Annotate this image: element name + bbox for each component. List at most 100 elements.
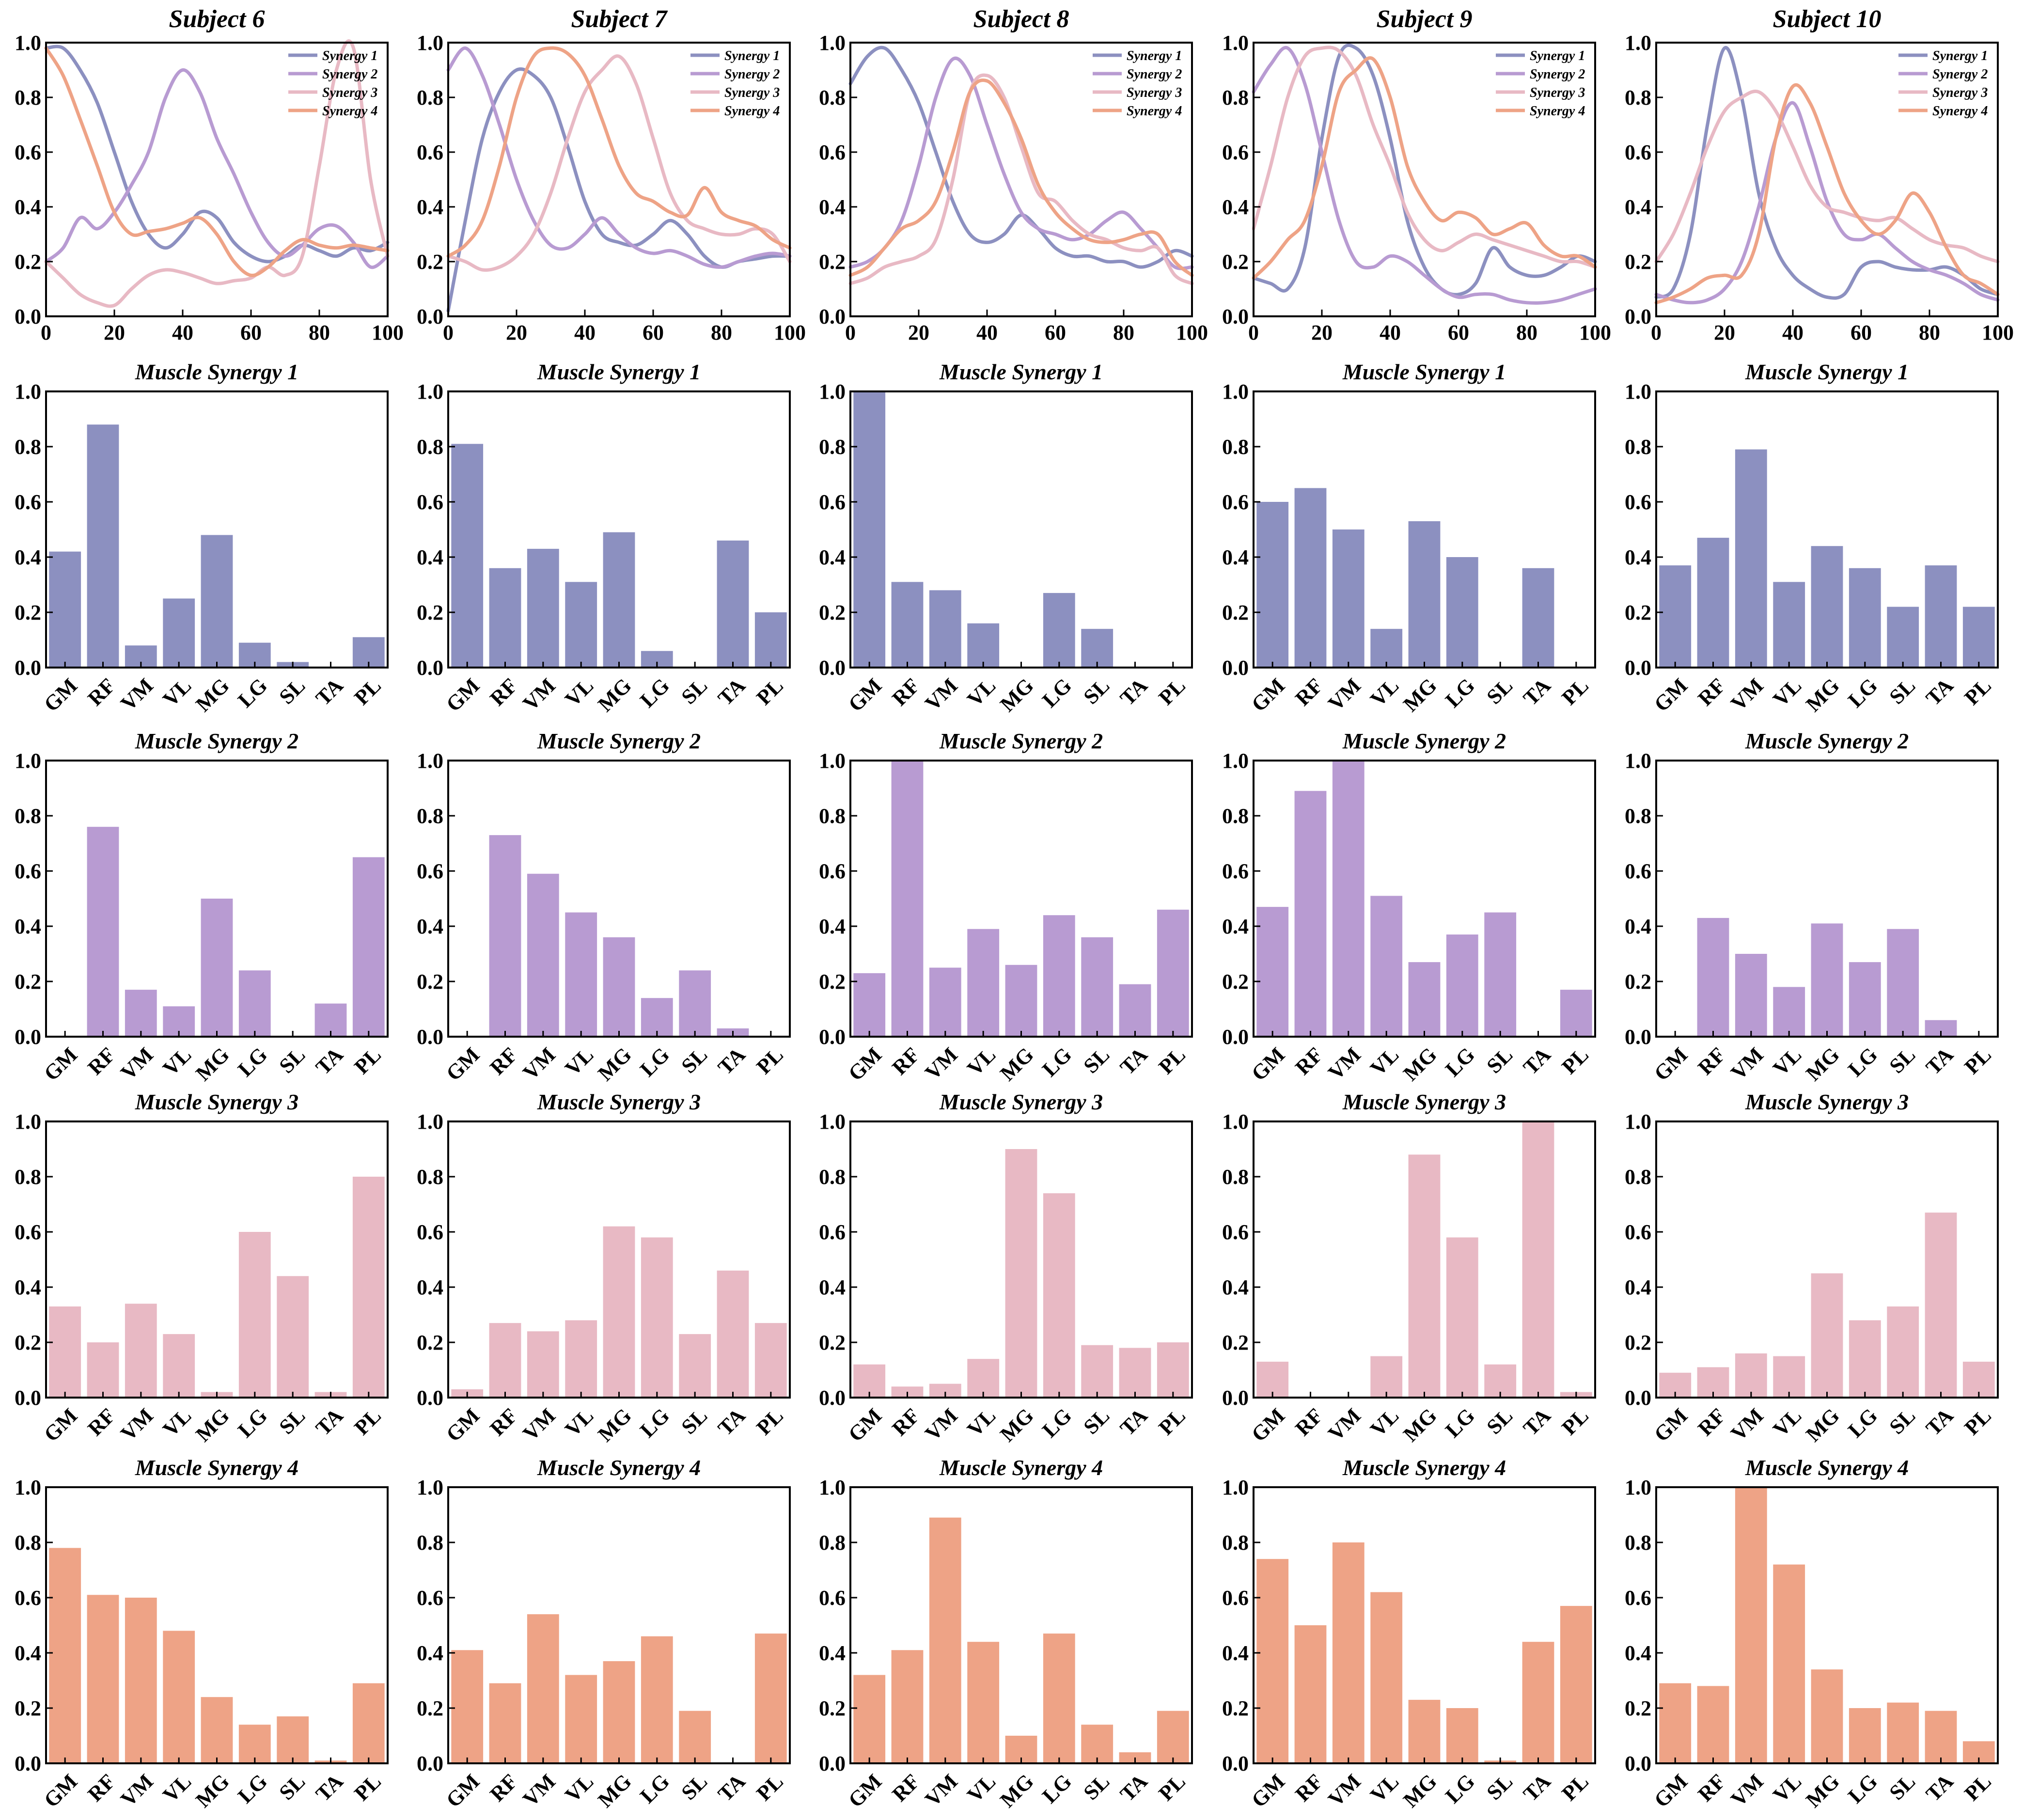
bar-lg [1849,1708,1881,1763]
legend-label-synergy-1: Synergy 1 [1127,48,1182,63]
bar-lg [1043,593,1075,668]
muscle-label-lg: LG [635,1042,674,1081]
bar-ytick-label: 0.4 [819,1641,846,1665]
muscle-label-lg: LG [1441,673,1479,712]
bar-ta [1522,1121,1554,1398]
bar-sl [1887,1702,1919,1763]
bar-mg [1408,521,1441,668]
bar-ta [1925,565,1957,668]
bar-ytick-label: 1.0 [417,1476,443,1499]
line-ytick-label: 0.6 [1625,140,1651,164]
series-line-synergy-3 [1252,46,1597,269]
bar-lg [1043,915,1075,1037]
legend-label-synergy-2: Synergy 2 [1127,67,1182,82]
xtick-label: 100 [774,321,806,344]
bar-ytick-label: 0.2 [1625,970,1651,994]
muscle-label-vm: VM [1726,1042,1768,1084]
xtick-label: 60 [1448,321,1469,344]
line-ytick-label: 1.0 [1222,31,1249,55]
bar-vl [1370,629,1403,668]
muscle-label-gm: GM [39,1042,82,1085]
bar-ytick-label: 0.2 [1625,601,1651,624]
muscle-label-vl: VL [962,1769,1000,1807]
xtick-label: 60 [1850,321,1872,344]
bar-pl [352,857,385,1037]
series-line-synergy-2 [446,46,792,269]
bar-lg [641,1636,673,1763]
muscle-label-vl: VL [962,673,1000,711]
bar-vm [527,873,559,1037]
muscle-label-rf: RF [83,1769,120,1806]
bar-ytick-label: 0.0 [15,1025,41,1049]
bar-gm [1256,502,1289,668]
muscle-label-lg: LG [1843,1042,1882,1081]
plot-frame [1655,42,1999,317]
muscle-label-mg: MG [995,1042,1038,1085]
bar-ytick-label: 0.4 [1625,1276,1651,1299]
bar-ytick-label: 0.8 [1625,1531,1651,1555]
chart-title: Muscle Synergy 3 [939,1089,1103,1114]
muscle-label-ta: TA [1519,1042,1555,1079]
bar-ytick-label: 0.8 [417,1165,443,1189]
xtick-label: 80 [309,321,330,344]
muscle-label-rf: RF [486,1042,522,1079]
bar-lg [1849,1320,1881,1398]
chart-title: Muscle Synergy 3 [1342,1089,1506,1114]
muscle-label-lg: LG [233,1042,272,1081]
bar-ytick-label: 0.6 [819,1220,846,1244]
legend-label-synergy-2: Synergy 2 [724,67,780,82]
legend-label-synergy-2: Synergy 2 [1530,67,1585,82]
bar-mg [1005,1149,1037,1398]
muscle-label-sl: SL [677,673,712,709]
line-ytick-label: 0.4 [15,195,41,219]
muscle-label-vl: VL [560,1403,598,1441]
chart-title: Subject 8 [973,5,1069,33]
bar-rf [1697,918,1729,1037]
bar-mg [1005,964,1037,1037]
bar-ytick-label: 0.2 [1222,601,1249,624]
legend-label-synergy-4: Synergy 4 [1932,104,1988,119]
bar-ytick-label: 1.0 [1625,1110,1651,1134]
muscle-label-vm: VM [1726,673,1768,715]
legend-label-synergy-3: Synergy 3 [322,85,377,100]
bar-ytick-label: 1.0 [417,749,443,773]
bar-mg [201,899,233,1037]
xtick-label: 60 [1045,321,1066,344]
bar-ytick-label: 0.8 [1625,804,1651,828]
bar-ytick-label: 0.4 [1625,545,1651,569]
xtick-label: 20 [908,321,929,344]
bar-gm [853,391,886,668]
bar-ytick-label: 0.6 [1625,490,1651,514]
chart-title: Muscle Synergy 4 [1745,1455,1909,1480]
bar-ytick-label: 0.8 [1625,1165,1651,1189]
series-line-synergy-2 [44,68,390,269]
bar-ytick-label: 0.2 [15,1696,41,1720]
bar-ytick-label: 0.4 [819,1276,846,1299]
chart-title: Muscle Synergy 1 [939,359,1103,384]
bar-lg [1446,557,1478,668]
bar-ytick-label: 0.4 [417,545,443,569]
muscle-label-rf: RF [888,1769,925,1806]
bar-pl [1962,607,1995,668]
bar-vl [1773,1356,1805,1398]
legend-label-synergy-4: Synergy 4 [1530,104,1585,119]
muscle-label-ta: TA [311,1403,348,1440]
muscle-label-vl: VL [158,1042,196,1080]
bar-ytick-label: 1.0 [819,749,846,773]
chart-title: Subject 7 [571,5,668,33]
bar-ytick-label: 0.4 [1625,915,1651,938]
bar-mg [1408,1154,1441,1398]
bar-ytick-label: 0.2 [1625,1331,1651,1354]
xtick-label: 80 [1516,321,1537,344]
bar-ytick-label: 0.6 [1222,1220,1249,1244]
muscle-label-sl: SL [1885,1042,1920,1078]
muscle-label-sl: SL [1482,673,1518,709]
muscle-label-pl: PL [1557,673,1593,709]
bar-vl [1773,1564,1805,1763]
bar-ytick-label: 0.0 [1625,656,1651,680]
muscle-label-ta: TA [1921,1769,1958,1806]
bar-rf [1294,791,1327,1037]
bar-ytick-label: 0.8 [1222,435,1249,459]
